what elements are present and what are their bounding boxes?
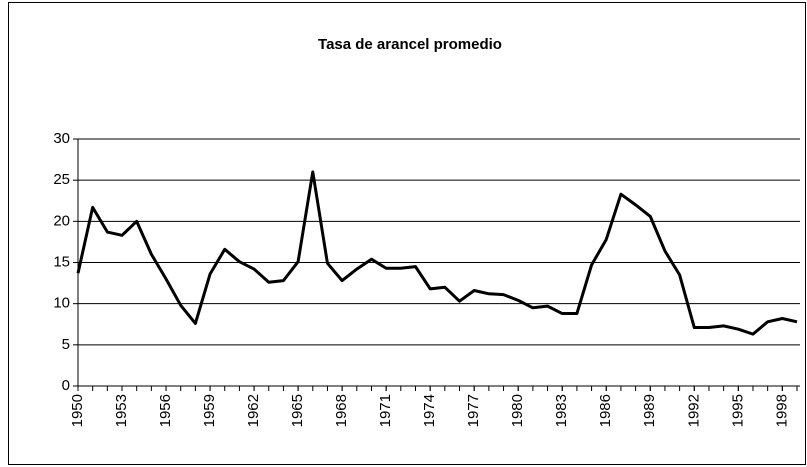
chart-title: Tasa de arancel promedio — [318, 36, 502, 53]
x-tick-label: 1983 — [553, 394, 570, 427]
y-tick-label: 25 — [53, 171, 70, 188]
x-tick-label: 1995 — [729, 394, 746, 427]
x-tick-label: 1977 — [465, 394, 482, 427]
y-tick-label: 20 — [53, 212, 70, 229]
x-tick-label: 1992 — [685, 394, 702, 427]
y-tick-label: 30 — [53, 130, 70, 147]
line-series — [76, 170, 798, 336]
x-tick-label: 1986 — [597, 394, 614, 427]
x-tick-label: 1980 — [509, 394, 526, 427]
x-tick-label: 1989 — [641, 394, 658, 427]
y-tick-label: 15 — [53, 253, 70, 270]
y-tick-label: 5 — [62, 336, 70, 353]
x-tick-label: 1971 — [377, 394, 394, 427]
x-tick-label: 1968 — [333, 394, 350, 427]
y-tick-label: 0 — [62, 377, 70, 394]
x-tick-label: 1959 — [201, 394, 218, 427]
x-tick-label: 1953 — [113, 394, 130, 427]
y-tick-label: 10 — [53, 295, 70, 312]
x-tick-label: 1965 — [289, 394, 306, 427]
x-tick-label: 1998 — [773, 394, 790, 427]
x-tick-label: 1974 — [421, 394, 438, 427]
x-tick-label: 1956 — [157, 394, 174, 427]
x-tick-label: 1950 — [69, 394, 86, 427]
x-tick-label: 1962 — [245, 394, 262, 427]
